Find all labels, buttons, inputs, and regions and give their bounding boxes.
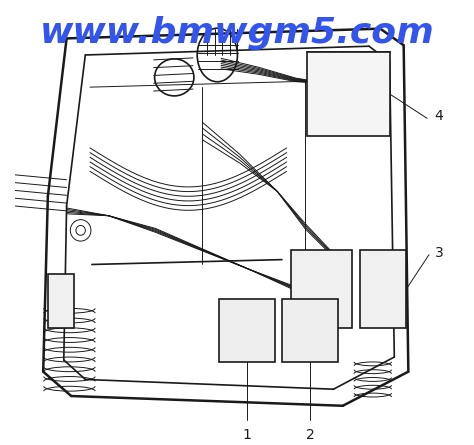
- FancyBboxPatch shape: [282, 299, 338, 362]
- FancyBboxPatch shape: [219, 299, 275, 362]
- Text: 4: 4: [435, 109, 443, 123]
- FancyBboxPatch shape: [48, 274, 74, 328]
- Text: 1: 1: [243, 428, 252, 442]
- FancyBboxPatch shape: [307, 52, 390, 136]
- Text: 2: 2: [306, 428, 314, 442]
- Text: 3: 3: [435, 246, 443, 260]
- FancyBboxPatch shape: [292, 250, 352, 328]
- Text: www.bmwgm5.com: www.bmwgm5.com: [40, 16, 434, 50]
- FancyBboxPatch shape: [360, 250, 407, 328]
